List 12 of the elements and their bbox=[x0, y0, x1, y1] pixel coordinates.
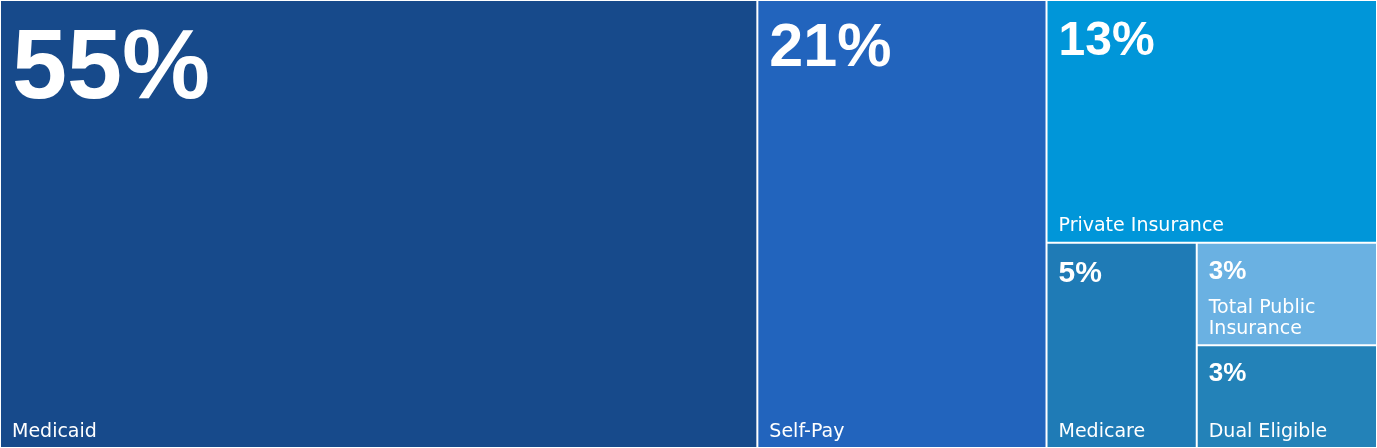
category-label: Self-Pay bbox=[769, 418, 845, 441]
category-label: Total Public Insurance bbox=[1207, 294, 1322, 338]
category-label: Dual Eligible bbox=[1208, 418, 1328, 441]
data-label: 5% bbox=[1058, 255, 1102, 289]
data-label: 3% bbox=[1208, 357, 1247, 388]
data-label: 3% bbox=[1208, 254, 1247, 285]
data-label: 13% bbox=[1058, 11, 1155, 65]
category-label: Medicare bbox=[1058, 418, 1146, 441]
category-label: Private Insurance bbox=[1058, 213, 1225, 236]
data-label: 21% bbox=[769, 10, 892, 79]
category-label: Medicaid bbox=[12, 418, 97, 441]
data-label: 55% bbox=[12, 8, 211, 119]
